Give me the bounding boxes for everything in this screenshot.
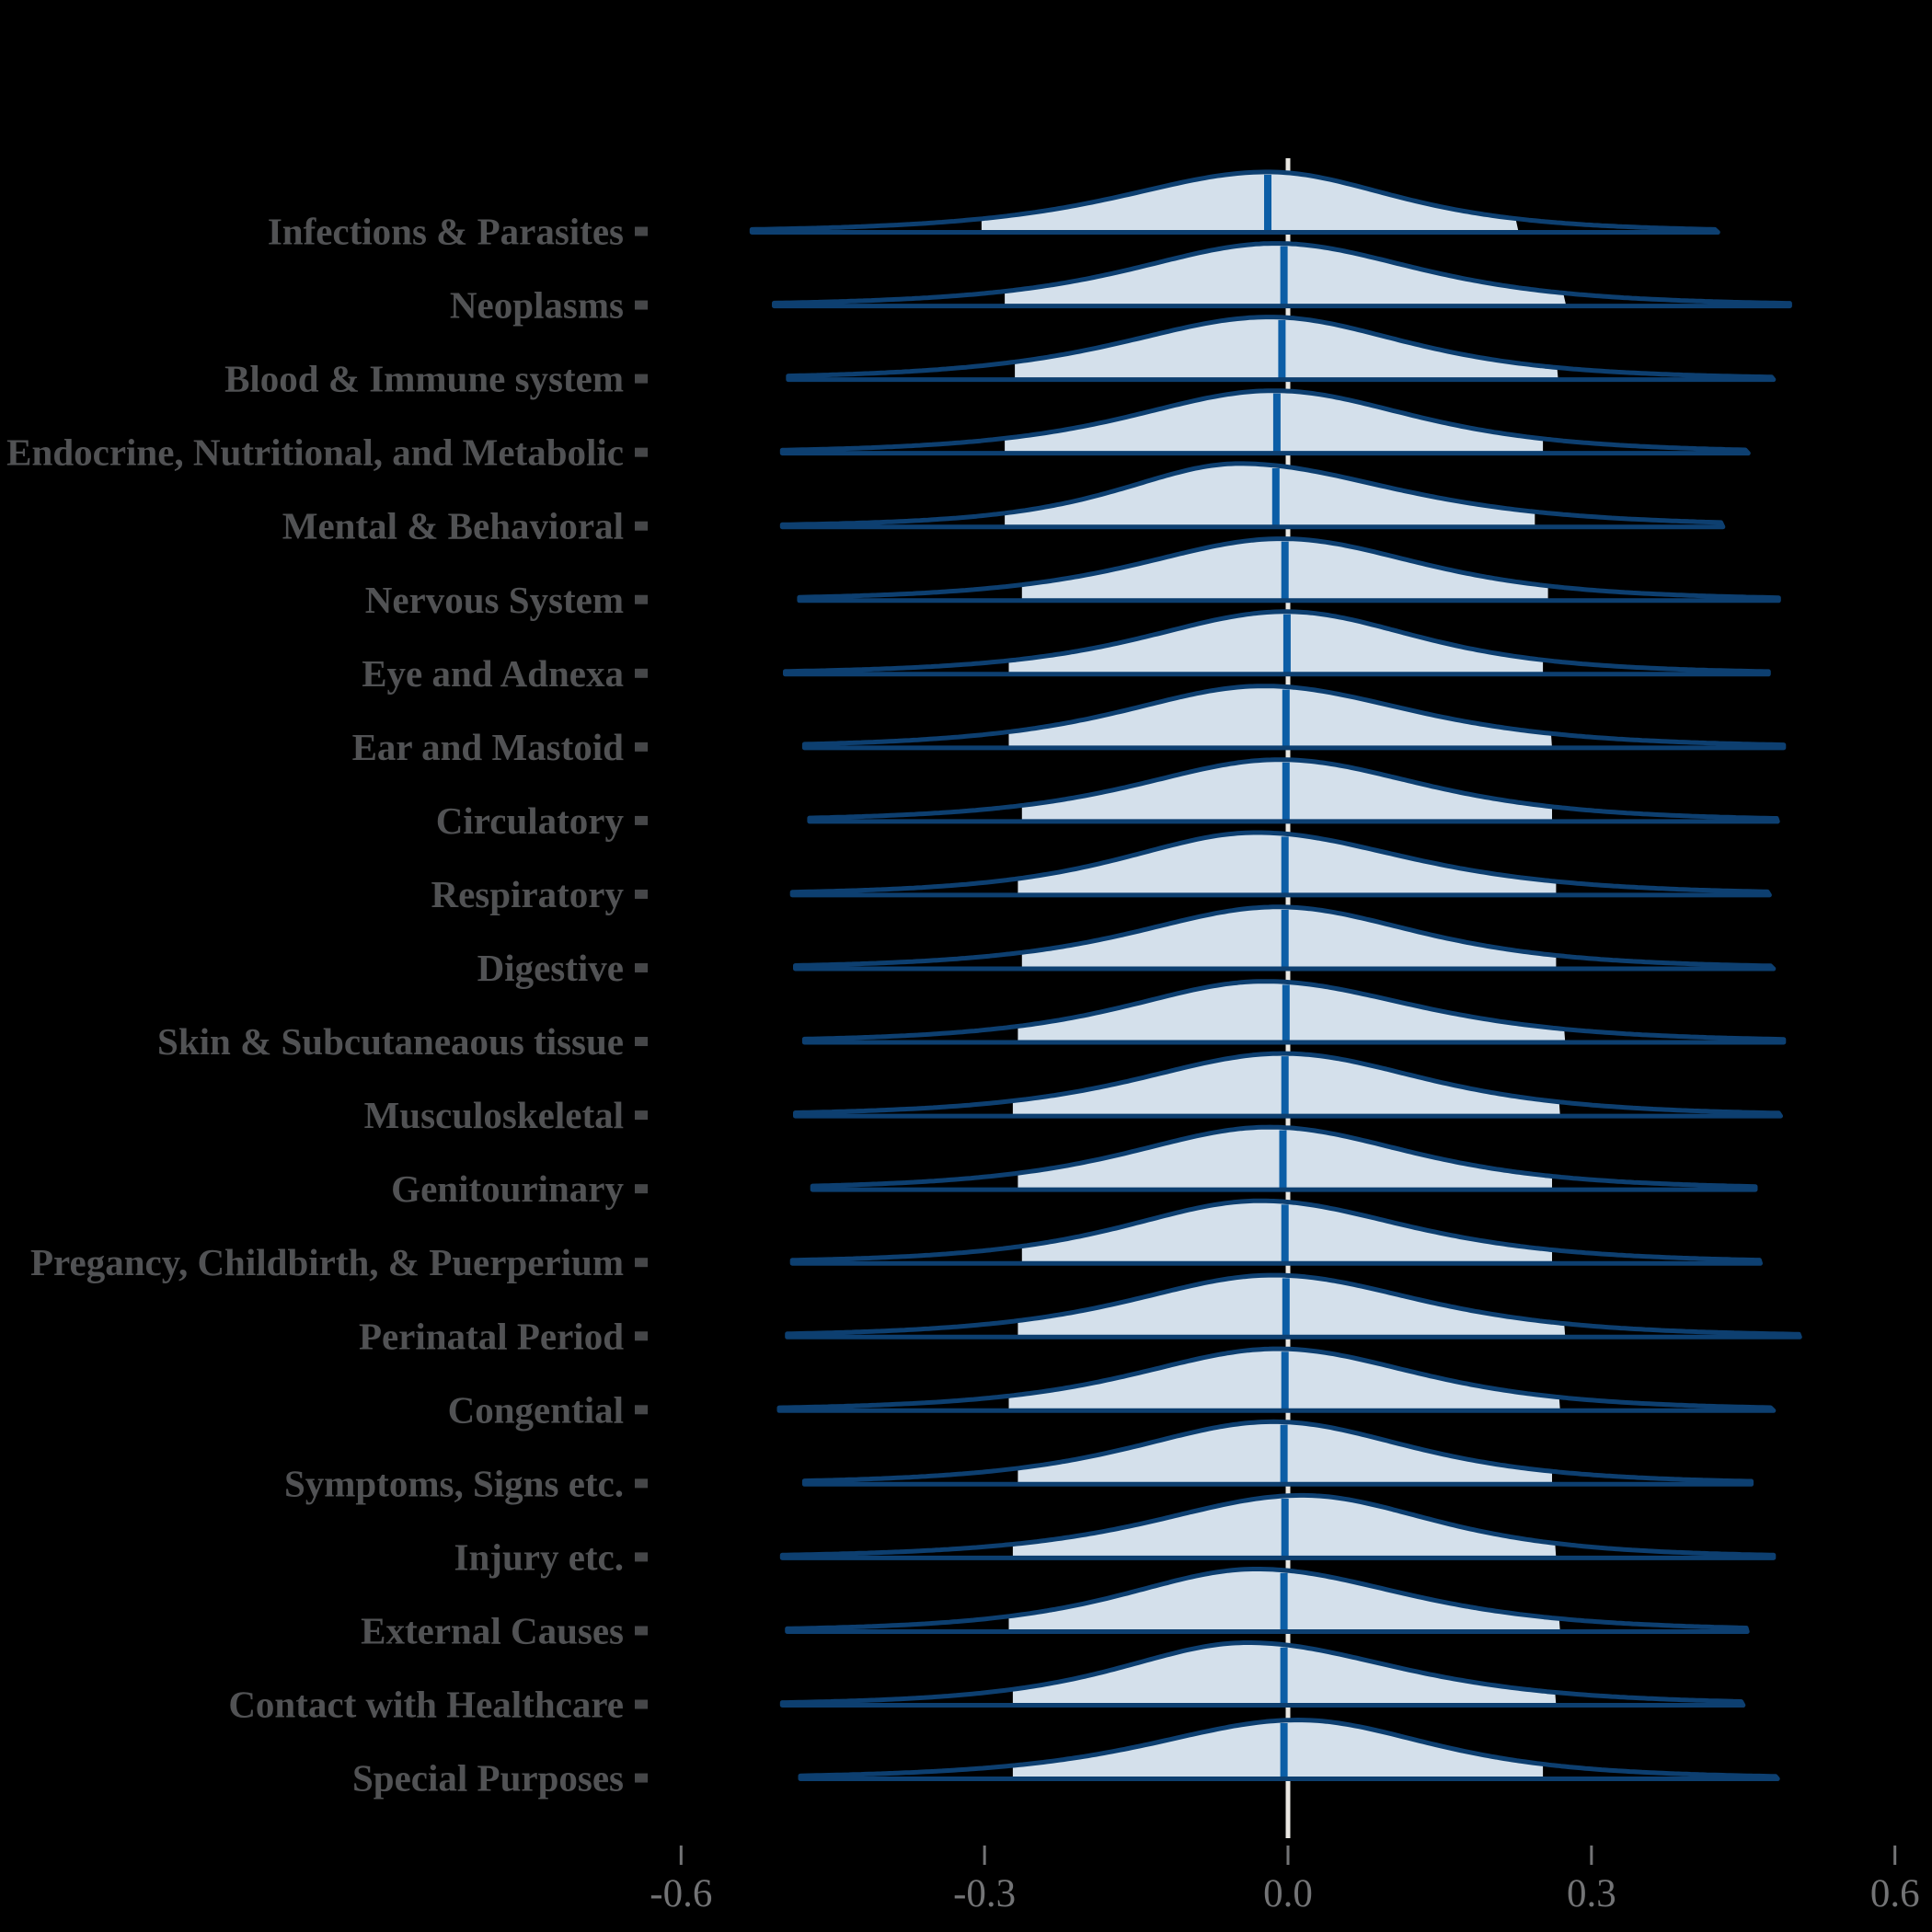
category-tick xyxy=(635,1405,648,1415)
category-tick xyxy=(635,1552,648,1562)
density-fill xyxy=(1018,981,1566,1042)
category-tick xyxy=(635,1037,648,1047)
category-label: Musculoskeletal xyxy=(364,1094,624,1136)
category-tick xyxy=(635,226,648,236)
category-tick xyxy=(635,1258,648,1268)
density-outline xyxy=(789,830,1772,898)
category-label: Skin & Subcutaneaous tissue xyxy=(157,1020,624,1063)
density-outline xyxy=(772,241,1792,309)
density-outline xyxy=(797,536,1781,604)
density-fill xyxy=(1008,611,1544,674)
density-outline xyxy=(779,1492,1777,1560)
category-tick xyxy=(635,1110,648,1121)
density-fill xyxy=(1018,1275,1566,1338)
category-tick xyxy=(635,963,648,972)
category-tick xyxy=(635,668,648,678)
category-tick xyxy=(635,300,648,310)
density-fill xyxy=(1008,685,1552,748)
category-tick xyxy=(635,594,648,604)
category-label: Respiratory xyxy=(431,873,624,915)
category-label: Endocrine, Nutritional, and Metabolic xyxy=(6,431,624,474)
category-tick xyxy=(635,1478,648,1489)
density-fill xyxy=(1015,316,1558,380)
density-outline xyxy=(798,1718,1780,1781)
density-fill xyxy=(1012,1719,1544,1779)
density-outline xyxy=(801,1419,1754,1487)
x-axis-tick-label: 0.6 xyxy=(1870,1872,1920,1915)
category-tick xyxy=(635,1184,648,1194)
density-outline xyxy=(776,1346,1777,1413)
density-outline xyxy=(786,315,1777,383)
category-label: Mental & Behavioral xyxy=(282,505,624,547)
density-outline xyxy=(801,979,1787,1045)
density-fill xyxy=(1021,906,1557,969)
category-label: Injury etc. xyxy=(454,1535,624,1578)
category-tick xyxy=(635,889,648,899)
density-outline xyxy=(779,1640,1746,1708)
category-tick xyxy=(635,742,648,752)
category-label: Genitourinary xyxy=(391,1167,624,1210)
x-axis-tick-label: 0.0 xyxy=(1263,1872,1313,1915)
x-axis-tick-label: -0.3 xyxy=(953,1872,1016,1915)
density-fill xyxy=(981,171,1519,233)
density-outline xyxy=(807,757,1780,824)
density-outline xyxy=(789,1198,1763,1266)
density-outline xyxy=(779,461,1726,530)
category-label: Eye and Adnexa xyxy=(362,652,624,695)
category-label: Special Purposes xyxy=(352,1757,624,1800)
density-outline xyxy=(785,1272,1802,1340)
x-axis-tick-label: -0.6 xyxy=(650,1872,712,1915)
density-outline xyxy=(749,169,1720,235)
category-tick xyxy=(635,1626,648,1636)
category-label: Ear and Mastoid xyxy=(352,726,625,768)
category-label: Perinatal Period xyxy=(359,1315,624,1357)
category-label: Blood & Immune system xyxy=(224,358,624,400)
category-label: Infections & Parasites xyxy=(268,211,624,253)
category-tick xyxy=(635,1699,648,1709)
category-label: Digestive xyxy=(477,947,624,989)
category-tick xyxy=(635,447,648,457)
category-tick xyxy=(635,815,648,825)
category-label: Symptoms, Signs etc. xyxy=(284,1462,624,1504)
category-label: Neoplasms xyxy=(450,284,624,327)
density-outline xyxy=(801,684,1787,751)
category-label: External Causes xyxy=(361,1609,624,1651)
density-outline xyxy=(793,1051,1783,1119)
category-tick xyxy=(635,1773,648,1783)
category-label: Contact with Healthcare xyxy=(228,1684,624,1726)
density-outline xyxy=(785,1567,1750,1634)
category-label: Pregancy, Childbirth, & Puerperium xyxy=(30,1241,624,1283)
density-outline xyxy=(783,609,1771,677)
x-axis-tick-label: 0.3 xyxy=(1567,1872,1616,1915)
category-tick xyxy=(635,374,648,384)
density-outline xyxy=(810,1124,1758,1192)
category-tick xyxy=(635,521,648,531)
density-outline xyxy=(779,388,1751,456)
density-outline xyxy=(793,904,1777,972)
category-tick xyxy=(635,1331,648,1341)
category-label: Nervous System xyxy=(365,579,624,621)
category-label: Congential xyxy=(448,1388,624,1431)
category-label: Circulatory xyxy=(436,799,625,842)
density-fill xyxy=(1005,463,1535,527)
